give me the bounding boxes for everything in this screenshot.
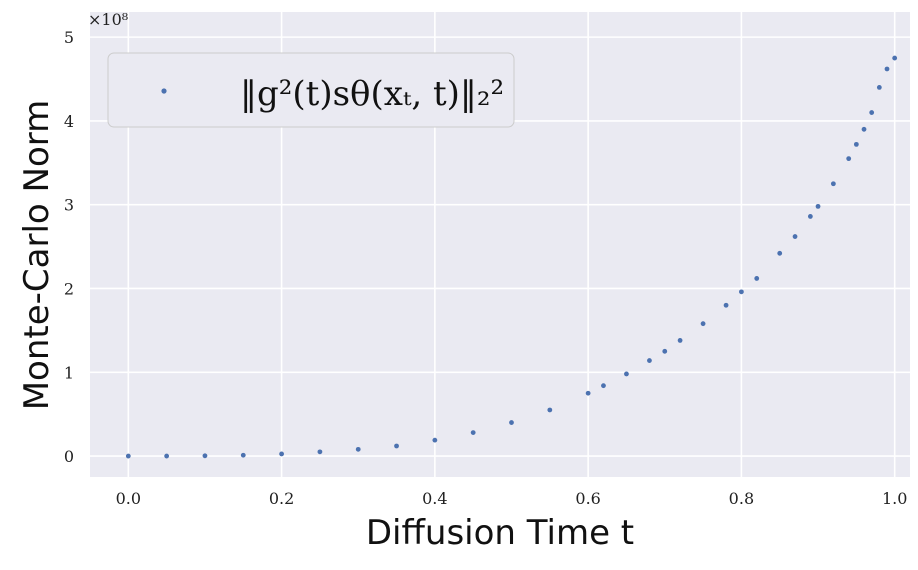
data-point xyxy=(861,126,867,132)
data-point xyxy=(700,321,706,327)
data-point xyxy=(470,430,476,435)
data-point xyxy=(279,451,284,457)
y-tick-label: 4 xyxy=(64,112,74,131)
data-point xyxy=(777,250,783,256)
x-tick-labels: 0.0 0.2 0.4 0.6 0.8 1.0 xyxy=(116,489,908,508)
data-point xyxy=(853,141,859,147)
data-point xyxy=(509,420,514,425)
data-point xyxy=(432,437,438,443)
data-point xyxy=(601,383,606,389)
x-tick-label: 0.6 xyxy=(575,489,600,508)
data-point xyxy=(662,348,668,354)
data-point xyxy=(876,85,882,90)
y-tick-label: 5 xyxy=(64,28,74,47)
data-point xyxy=(869,110,875,115)
legend-frame xyxy=(107,52,515,128)
x-axis-label: Diffusion Time t xyxy=(366,513,634,553)
x-tick-label: 0.4 xyxy=(422,489,447,508)
data-point xyxy=(585,390,591,396)
data-point xyxy=(739,289,744,295)
data-point xyxy=(547,407,553,413)
data-point xyxy=(815,203,821,209)
x-tick-label: 0.2 xyxy=(269,489,294,508)
data-point xyxy=(394,443,399,449)
y-tick-label: 0 xyxy=(64,447,74,466)
data-point xyxy=(240,452,246,458)
data-point xyxy=(884,66,890,72)
data-point xyxy=(892,55,898,61)
legend-label: ‖g²(t)sθ(xₜ, t)‖₂² xyxy=(240,74,504,114)
y-tick-label: 2 xyxy=(64,279,74,298)
y-tick-label: 3 xyxy=(64,196,74,215)
data-point xyxy=(723,302,729,308)
data-point xyxy=(647,358,652,363)
data-point xyxy=(807,214,813,219)
x-tick-label: 0.0 xyxy=(116,489,141,508)
data-point xyxy=(355,446,361,452)
data-point xyxy=(830,181,836,187)
data-point xyxy=(846,156,852,162)
data-point xyxy=(317,449,323,455)
x-tick-label: 1.0 xyxy=(882,489,907,508)
legend-marker xyxy=(161,88,167,94)
x-tick-label: 0.8 xyxy=(729,489,754,508)
y-axis-label: Monte-Carlo Norm xyxy=(17,100,57,411)
scatter-series xyxy=(125,55,898,459)
data-point xyxy=(792,234,798,239)
y-scale-multiplier: ×10⁸ xyxy=(88,10,128,29)
data-point xyxy=(624,371,629,377)
y-tick-labels: 0 1 2 3 4 5 xyxy=(64,28,74,466)
data-point xyxy=(164,453,170,459)
data-point xyxy=(754,276,760,281)
data-point xyxy=(125,453,131,459)
data-point xyxy=(202,453,208,459)
legend: ‖g²(t)sθ(xₜ, t)‖₂² xyxy=(107,52,515,128)
y-tick-label: 1 xyxy=(64,363,74,382)
data-point xyxy=(677,338,683,343)
